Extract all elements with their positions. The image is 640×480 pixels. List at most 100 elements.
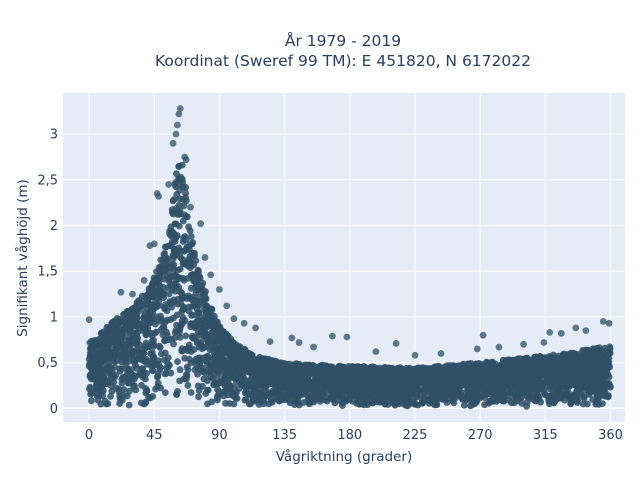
data-point xyxy=(87,349,94,356)
data-point xyxy=(561,391,569,398)
outlier-point xyxy=(582,327,590,334)
data-point xyxy=(439,379,447,386)
data-point xyxy=(179,306,187,313)
data-point xyxy=(196,357,204,364)
data-point xyxy=(200,316,208,324)
outlier-point xyxy=(174,121,181,129)
data-point xyxy=(399,365,407,373)
data-point xyxy=(258,391,265,399)
data-point xyxy=(123,308,131,316)
data-point xyxy=(569,393,577,401)
data-point xyxy=(230,400,238,408)
x-tick-label: 180 xyxy=(337,428,362,443)
outlier-point xyxy=(479,331,487,339)
data-point xyxy=(455,390,462,398)
data-point xyxy=(215,345,223,353)
outlier-point xyxy=(599,318,607,325)
x-axis-label: Vågriktning (grader) xyxy=(276,448,413,465)
data-point xyxy=(435,391,442,399)
outlier-point xyxy=(372,348,380,355)
data-point xyxy=(545,368,553,376)
data-point xyxy=(402,372,410,380)
data-point xyxy=(580,394,588,402)
data-point xyxy=(549,391,557,398)
data-point xyxy=(567,365,574,372)
data-point xyxy=(97,329,105,337)
data-point xyxy=(274,373,281,381)
data-point xyxy=(87,338,95,345)
data-point xyxy=(416,369,424,377)
data-point xyxy=(174,388,181,395)
data-point xyxy=(120,342,128,349)
data-point xyxy=(191,324,199,332)
outlier-point xyxy=(230,315,238,323)
data-point xyxy=(287,374,294,381)
data-point xyxy=(499,371,507,379)
data-point xyxy=(186,344,194,352)
data-point xyxy=(195,393,202,401)
data-point xyxy=(422,376,430,383)
data-point xyxy=(156,344,164,351)
data-point xyxy=(537,380,545,388)
data-point xyxy=(112,351,120,359)
data-point xyxy=(224,379,232,387)
outlier-point xyxy=(223,302,231,310)
data-point xyxy=(166,227,174,235)
data-point xyxy=(442,363,449,371)
data-point xyxy=(191,366,199,374)
data-point xyxy=(235,366,243,374)
data-point xyxy=(180,202,188,210)
data-point xyxy=(458,372,466,379)
data-point xyxy=(158,350,165,358)
data-point xyxy=(155,317,163,325)
outlier-point xyxy=(495,343,503,351)
data-point xyxy=(461,401,468,409)
data-point xyxy=(181,233,189,240)
data-point xyxy=(257,358,265,366)
data-point xyxy=(284,387,292,395)
data-point xyxy=(574,386,581,394)
data-point xyxy=(357,390,365,397)
data-point xyxy=(109,341,116,349)
data-point xyxy=(338,375,346,383)
data-point xyxy=(138,381,145,389)
outlier-point xyxy=(310,343,317,351)
outlier-point xyxy=(175,110,183,118)
outlier-point xyxy=(605,319,613,327)
data-point xyxy=(447,366,455,374)
data-point xyxy=(106,378,113,386)
data-point xyxy=(594,392,601,399)
data-point xyxy=(94,346,101,354)
data-point xyxy=(293,370,301,377)
data-point xyxy=(376,396,383,404)
data-point xyxy=(479,365,487,372)
data-point xyxy=(268,363,275,371)
data-point xyxy=(178,161,186,169)
data-point xyxy=(170,247,178,255)
data-point xyxy=(481,401,488,409)
data-point xyxy=(224,368,232,376)
x-tick-labels: 0 45 90 135 180 225 270 315 360 xyxy=(85,428,623,443)
data-point xyxy=(148,356,156,364)
data-point xyxy=(286,394,293,401)
outlier-point xyxy=(182,156,190,164)
data-point xyxy=(224,333,231,341)
data-point xyxy=(355,384,362,391)
data-point xyxy=(128,371,136,378)
data-point xyxy=(168,209,176,216)
data-point xyxy=(347,392,354,400)
data-point xyxy=(186,245,193,253)
data-point xyxy=(218,352,225,360)
data-point xyxy=(500,378,508,386)
data-point xyxy=(463,394,471,402)
data-point xyxy=(365,372,373,379)
data-point xyxy=(358,374,365,381)
data-point xyxy=(200,375,208,383)
data-point xyxy=(88,397,95,405)
data-point xyxy=(241,396,249,404)
data-point xyxy=(331,399,339,407)
data-point xyxy=(171,287,179,295)
data-point xyxy=(364,377,371,385)
data-point xyxy=(473,383,481,391)
x-tick-label: 0 xyxy=(85,428,93,443)
